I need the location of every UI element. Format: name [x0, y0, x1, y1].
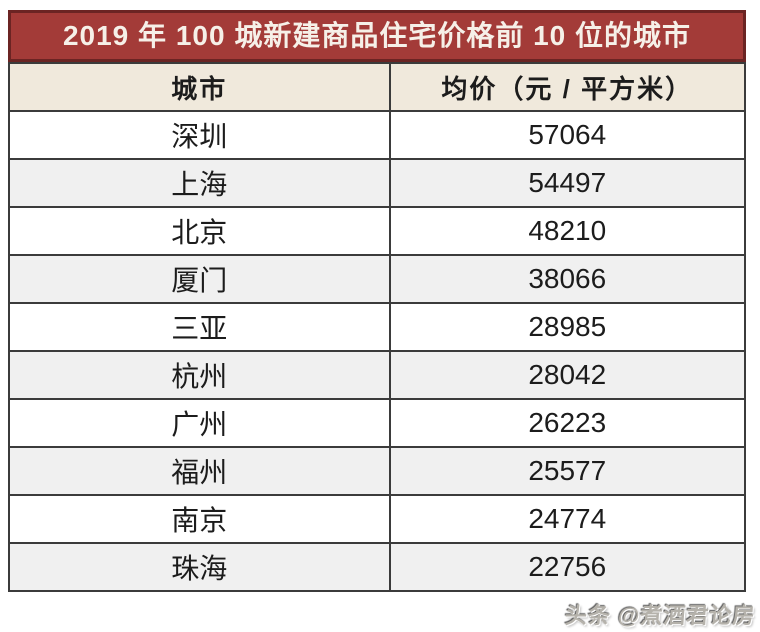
header-row: 城市 均价（元 / 平方米） [8, 62, 746, 112]
price-cell: 28042 [388, 350, 746, 400]
table-row: 深圳 57064 [8, 110, 746, 160]
header-cell-price: 均价（元 / 平方米） [388, 62, 746, 112]
city-cell: 广州 [8, 398, 391, 448]
watermark: 头条 @煮酒君论房 [564, 603, 757, 628]
price-cell: 28985 [388, 302, 746, 352]
price-table: 城市 均价（元 / 平方米） 深圳 57064 上海 54497 北京 48210 厦门 38… [8, 62, 746, 592]
table-row: 珠海 22756 [8, 542, 746, 592]
price-cell: 54497 [388, 158, 746, 208]
city-cell: 厦门 [8, 254, 391, 304]
price-table-container: 2019 年 100 城新建商品住宅价格前 10 位的城市 城市 均价（元 / … [8, 10, 746, 592]
price-cell: 57064 [388, 110, 746, 160]
table-row: 上海 54497 [8, 158, 746, 208]
table-row: 三亚 28985 [8, 302, 746, 352]
table-header: 城市 均价（元 / 平方米） [8, 62, 746, 112]
table-row: 北京 48210 [8, 206, 746, 256]
table-row: 厦门 38066 [8, 254, 746, 304]
city-cell: 南京 [8, 494, 391, 544]
price-cell: 26223 [388, 398, 746, 448]
city-cell: 福州 [8, 446, 391, 496]
table-body: 深圳 57064 上海 54497 北京 48210 厦门 38066 三亚 28985 杭州 280… [8, 110, 746, 592]
table-row: 杭州 28042 [8, 350, 746, 400]
price-cell: 22756 [388, 542, 746, 592]
price-cell: 38066 [388, 254, 746, 304]
city-cell: 上海 [8, 158, 391, 208]
city-cell: 三亚 [8, 302, 391, 352]
city-cell: 珠海 [8, 542, 391, 592]
table-row: 福州 25577 [8, 446, 746, 496]
header-cell-city: 城市 [8, 62, 391, 112]
table-title: 2019 年 100 城新建商品住宅价格前 10 位的城市 [8, 10, 746, 62]
table-row: 南京 24774 [8, 494, 746, 544]
price-cell: 24774 [388, 494, 746, 544]
city-cell: 北京 [8, 206, 391, 256]
city-cell: 杭州 [8, 350, 391, 400]
city-cell: 深圳 [8, 110, 391, 160]
price-cell: 25577 [388, 446, 746, 496]
price-cell: 48210 [388, 206, 746, 256]
table-row: 广州 26223 [8, 398, 746, 448]
